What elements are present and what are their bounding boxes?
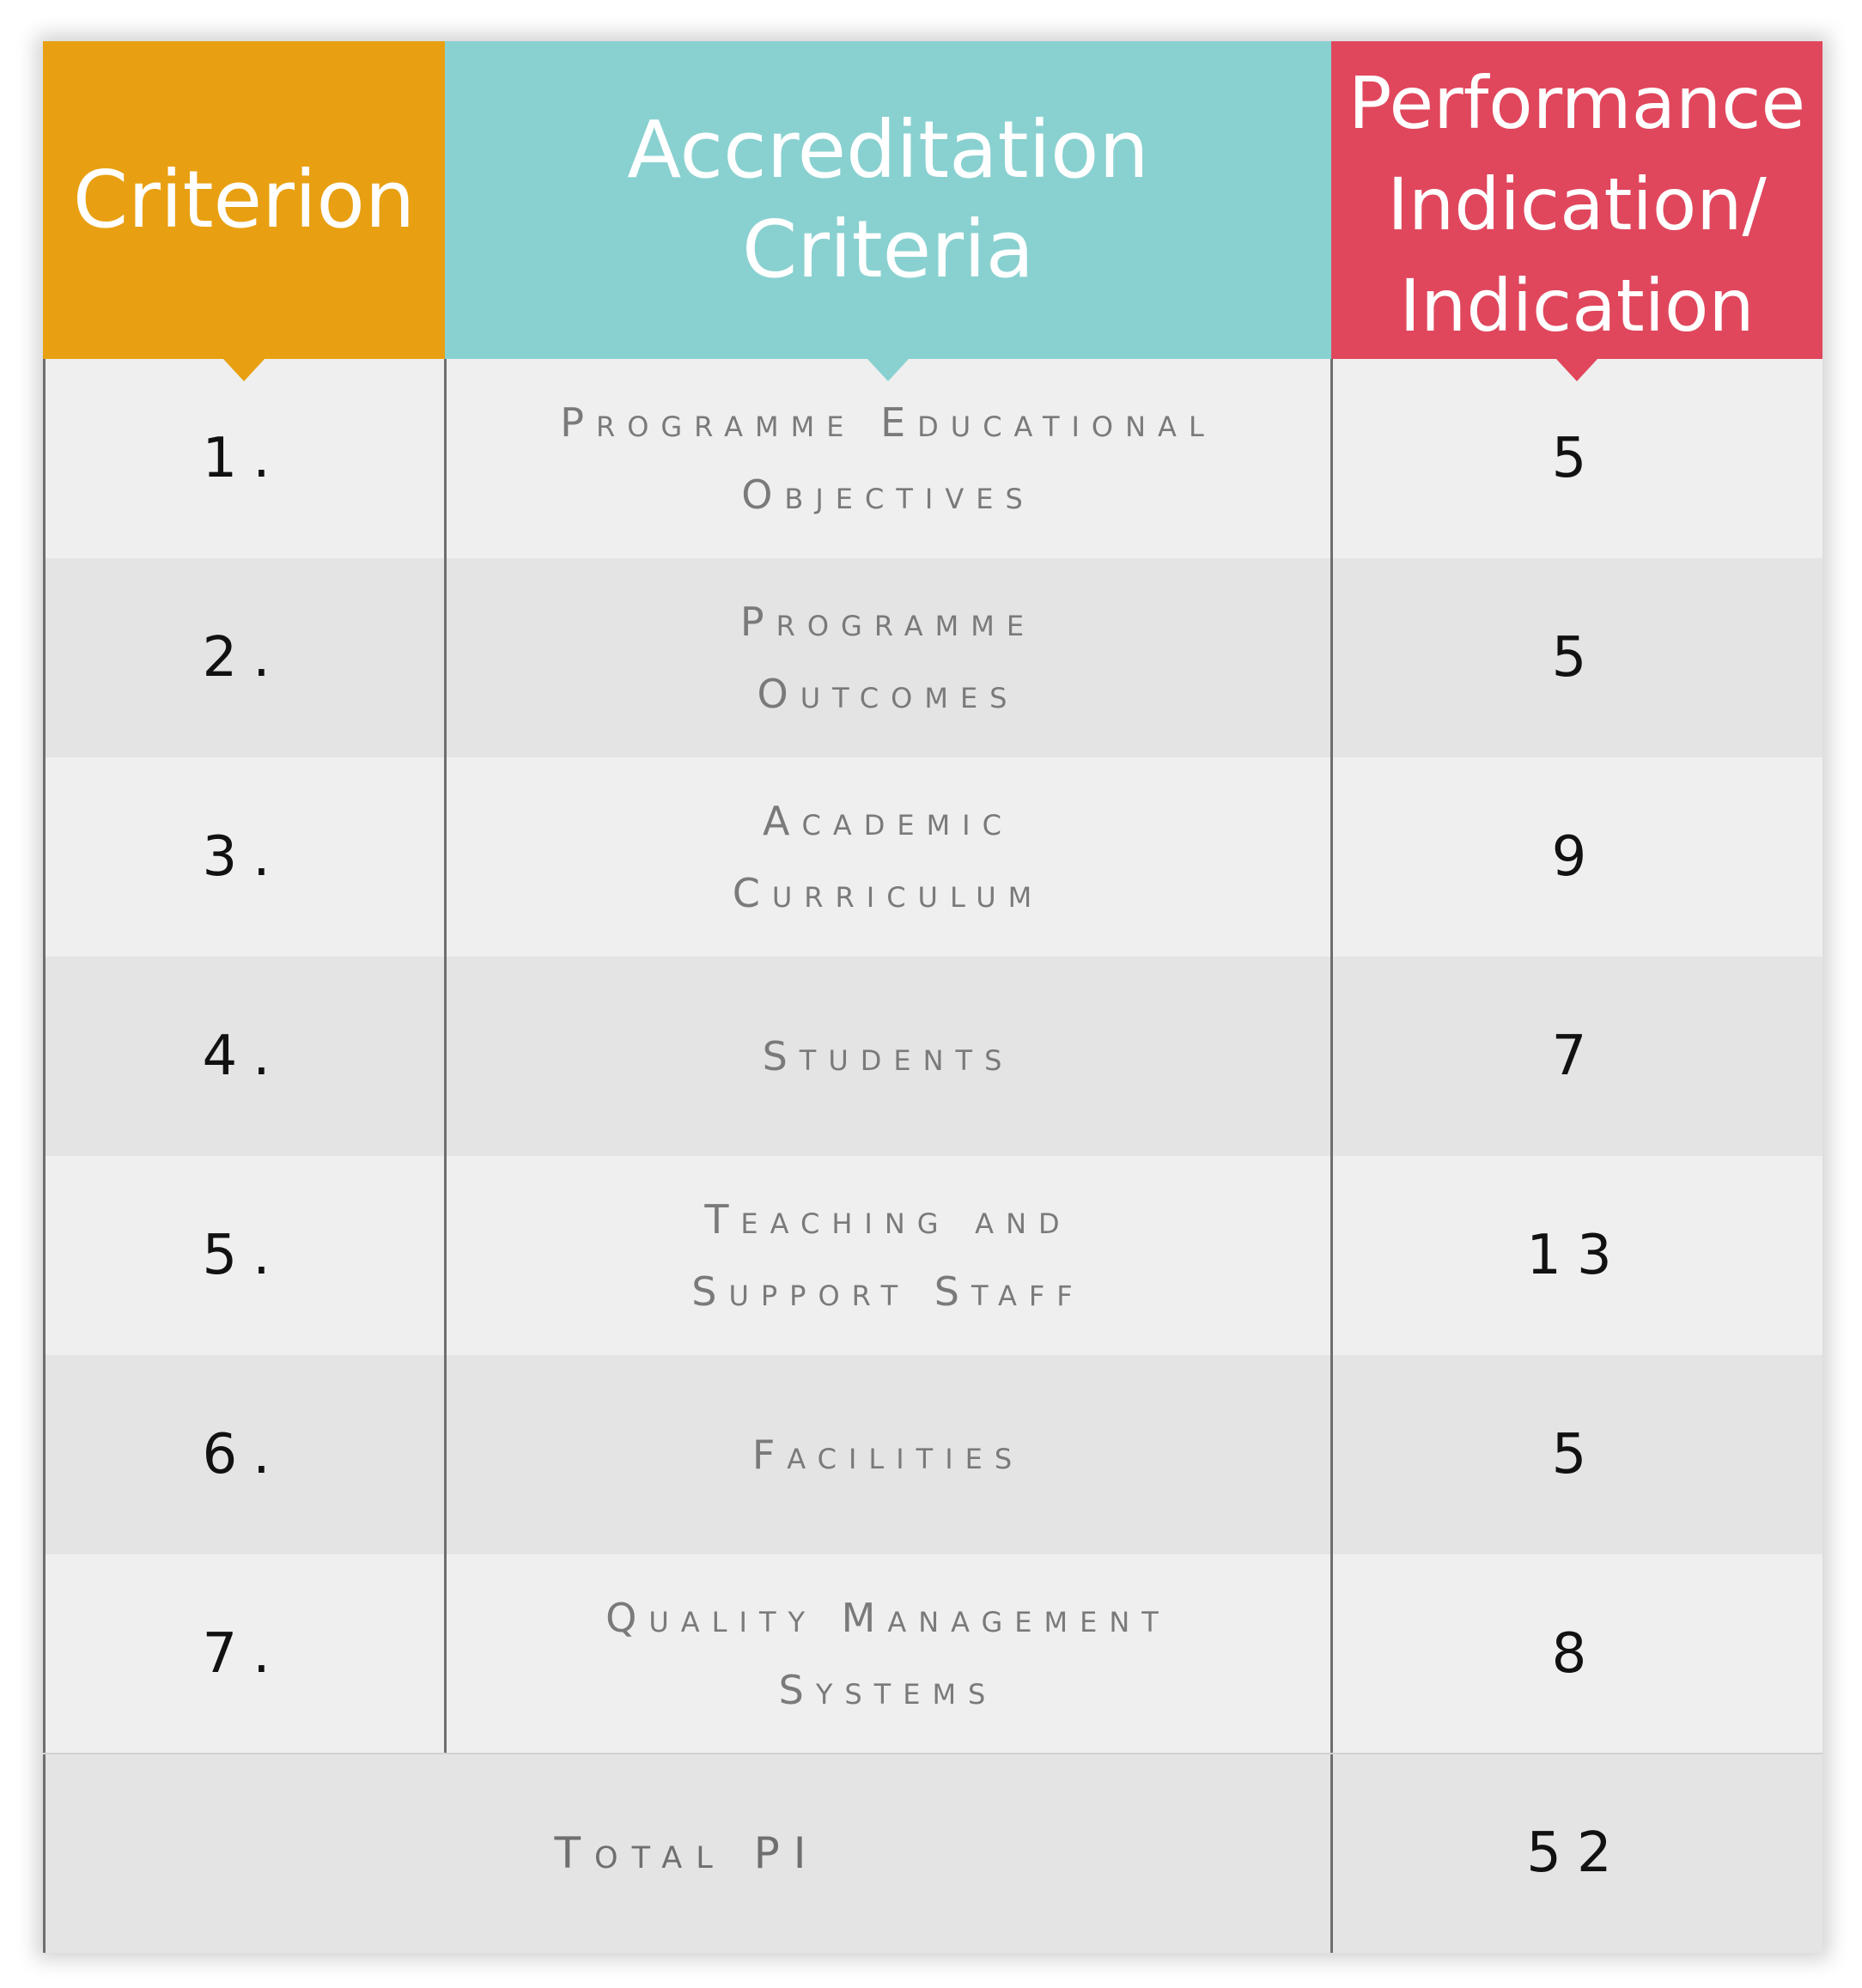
header-performance-line3: Indication: [1399, 264, 1755, 348]
total-value: 52: [1526, 1821, 1628, 1885]
criterion-number: 4.: [202, 1024, 286, 1088]
table-row: 2. Programme Outcomes 5: [43, 558, 1822, 757]
performance-indication-count: 8: [1551, 1622, 1603, 1686]
criterion-number: 3.: [202, 825, 286, 889]
header-accreditation-line2: Criteria: [741, 204, 1035, 295]
criterion-number: 6.: [202, 1423, 286, 1486]
criterion-number: 7.: [202, 1622, 286, 1686]
performance-indication-count: 7: [1551, 1024, 1603, 1088]
criterion-name-line2: Outcomes: [757, 671, 1019, 717]
criterion-name-line2: Systems: [778, 1667, 998, 1713]
criterion-number: 5.: [202, 1224, 286, 1287]
accreditation-pointer: [867, 359, 909, 381]
criterion-name-line2: Curriculum: [732, 870, 1044, 916]
criterion-name: Academic Curriculum: [445, 757, 1331, 957]
performance-indication-count: 13: [1526, 1224, 1628, 1287]
total-row: Total PI 52: [43, 1754, 1822, 1953]
header-performance-line2: Indication/: [1387, 162, 1767, 246]
criterion-number: 1.: [202, 427, 286, 490]
criterion-name-line1: Facilities: [751, 1432, 1025, 1478]
header-accreditation-criteria: Accreditation Criteria: [445, 41, 1331, 359]
table-row: 1. Programme Educational Objectives 5: [43, 359, 1822, 558]
table-row: 3. Academic Curriculum 9: [43, 757, 1822, 957]
column-divider-1: [444, 359, 447, 1754]
criterion-pointer: [223, 359, 265, 381]
total-label: Total PI: [554, 1828, 820, 1878]
header-criterion: Criterion: [43, 41, 445, 359]
performance-indication-count: 5: [1551, 427, 1603, 490]
criterion-name: Teaching and Support Staff: [445, 1156, 1331, 1355]
header-performance-indication: Performance Indication/ Indication: [1331, 41, 1822, 359]
total-divider: [43, 1753, 1822, 1754]
criterion-number: 2.: [202, 626, 286, 690]
criterion-name: Facilities: [445, 1355, 1331, 1554]
criterion-name-line2: Support Staff: [691, 1268, 1085, 1315]
table-row: 4. Students 7: [43, 957, 1822, 1156]
criterion-name: Quality Management Systems: [445, 1554, 1331, 1754]
criterion-name-line1: Programme Educational: [560, 399, 1216, 446]
header-accreditation-line1: Accreditation: [627, 104, 1149, 196]
criterion-name-line1: Programme: [739, 599, 1037, 645]
table-row: 7. Quality Management Systems 8: [43, 1554, 1822, 1754]
criterion-name-line1: Teaching and: [704, 1196, 1072, 1243]
performance-pointer: [1556, 359, 1597, 381]
left-border: [43, 359, 46, 1953]
criterion-name: Programme Educational Objectives: [445, 359, 1331, 558]
criterion-name-line2: Objectives: [741, 471, 1035, 518]
table-row: 6. Facilities 5: [43, 1355, 1822, 1554]
header-performance-line1: Performance: [1348, 61, 1806, 145]
criterion-name-line1: Students: [762, 1033, 1014, 1079]
performance-indication-count: 5: [1551, 1423, 1603, 1486]
header-criterion-label: Criterion: [72, 154, 416, 246]
performance-indication-count: 9: [1551, 825, 1603, 889]
criterion-name: Programme Outcomes: [445, 558, 1331, 757]
column-divider-2: [1330, 359, 1333, 1953]
accreditation-table: Criterion Accreditation Criteria Perform…: [43, 41, 1822, 1953]
table-row: 5. Teaching and Support Staff 13: [43, 1156, 1822, 1355]
criterion-name-line1: Quality Management: [605, 1595, 1171, 1641]
criterion-name: Students: [445, 957, 1331, 1156]
performance-indication-count: 5: [1551, 626, 1603, 690]
criterion-name-line1: Academic: [763, 798, 1013, 844]
